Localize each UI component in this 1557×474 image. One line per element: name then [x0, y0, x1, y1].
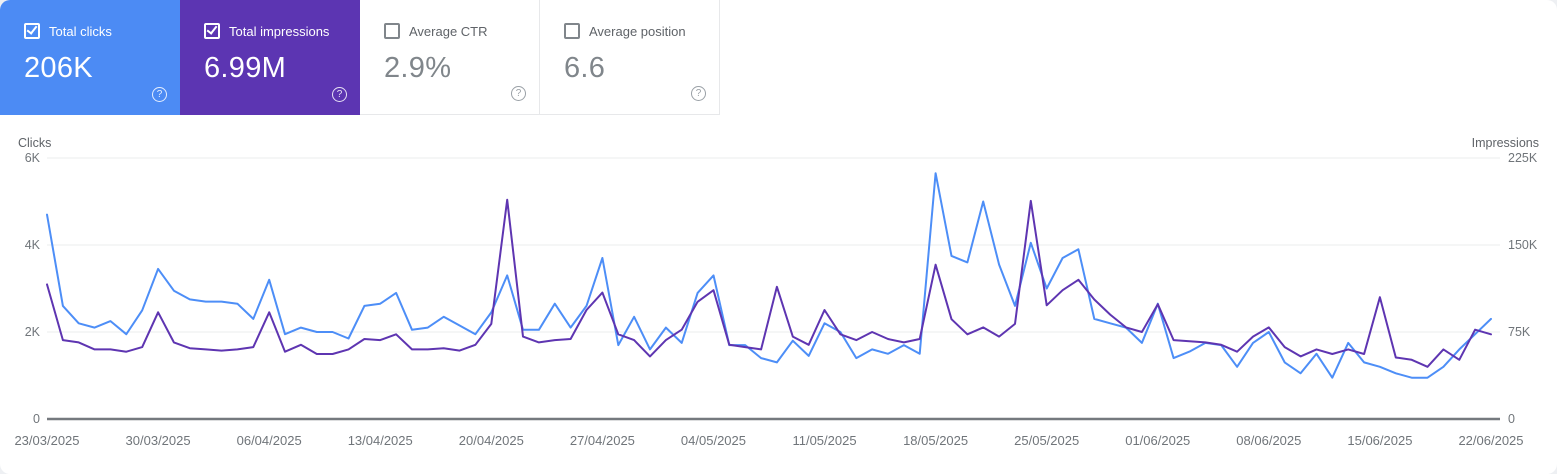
average-ctr-checkbox[interactable]	[384, 23, 400, 39]
svg-text:08/06/2025: 08/06/2025	[1236, 433, 1301, 448]
card-average-position[interactable]: Average position 6.6	[540, 0, 720, 115]
svg-text:18/05/2025: 18/05/2025	[903, 433, 968, 448]
svg-text:0: 0	[33, 412, 40, 426]
svg-text:Impressions: Impressions	[1472, 136, 1539, 150]
svg-text:30/03/2025: 30/03/2025	[126, 433, 191, 448]
average-position-checkbox[interactable]	[564, 23, 580, 39]
svg-text:13/04/2025: 13/04/2025	[348, 433, 413, 448]
average-ctr-value: 2.9%	[384, 52, 452, 84]
svg-text:06/04/2025: 06/04/2025	[237, 433, 302, 448]
svg-text:27/04/2025: 27/04/2025	[570, 433, 635, 448]
svg-text:22/06/2025: 22/06/2025	[1458, 433, 1523, 448]
card-label: Average CTR	[409, 23, 488, 39]
card-average-ctr[interactable]: Average CTR 2.9%	[360, 0, 540, 115]
card-label: Average position	[589, 23, 686, 39]
svg-text:75K: 75K	[1508, 325, 1531, 339]
svg-text:4K: 4K	[25, 238, 41, 252]
help-icon[interactable]	[691, 86, 706, 101]
total-impressions-checkbox[interactable]	[204, 23, 220, 39]
svg-text:01/06/2025: 01/06/2025	[1125, 433, 1190, 448]
average-position-value: 6.6	[564, 52, 606, 84]
card-total-impressions[interactable]: Total impressions 6.99M	[180, 0, 360, 115]
total-clicks-checkbox[interactable]	[24, 23, 40, 39]
help-icon[interactable]	[152, 87, 167, 102]
svg-text:Clicks: Clicks	[18, 136, 51, 150]
svg-text:225K: 225K	[1508, 151, 1538, 165]
svg-text:04/05/2025: 04/05/2025	[681, 433, 746, 448]
svg-text:11/05/2025: 11/05/2025	[792, 433, 856, 448]
total-clicks-value: 206K	[24, 52, 93, 84]
svg-text:6K: 6K	[25, 151, 41, 165]
svg-text:150K: 150K	[1508, 238, 1538, 252]
card-label: Total impressions	[229, 23, 330, 39]
svg-text:2K: 2K	[25, 325, 41, 339]
help-icon[interactable]	[511, 86, 526, 101]
help-icon[interactable]	[332, 87, 347, 102]
svg-text:23/03/2025: 23/03/2025	[14, 433, 79, 448]
svg-text:20/04/2025: 20/04/2025	[459, 433, 524, 448]
svg-text:25/05/2025: 25/05/2025	[1014, 433, 1079, 448]
card-label: Total clicks	[49, 23, 112, 39]
metric-cards-row: Total clicks 206K Total impressions 6.99…	[0, 0, 720, 115]
svg-text:15/06/2025: 15/06/2025	[1347, 433, 1412, 448]
card-total-clicks[interactable]: Total clicks 206K	[0, 0, 180, 115]
svg-text:0: 0	[1508, 412, 1515, 426]
total-impressions-value: 6.99M	[204, 52, 287, 84]
